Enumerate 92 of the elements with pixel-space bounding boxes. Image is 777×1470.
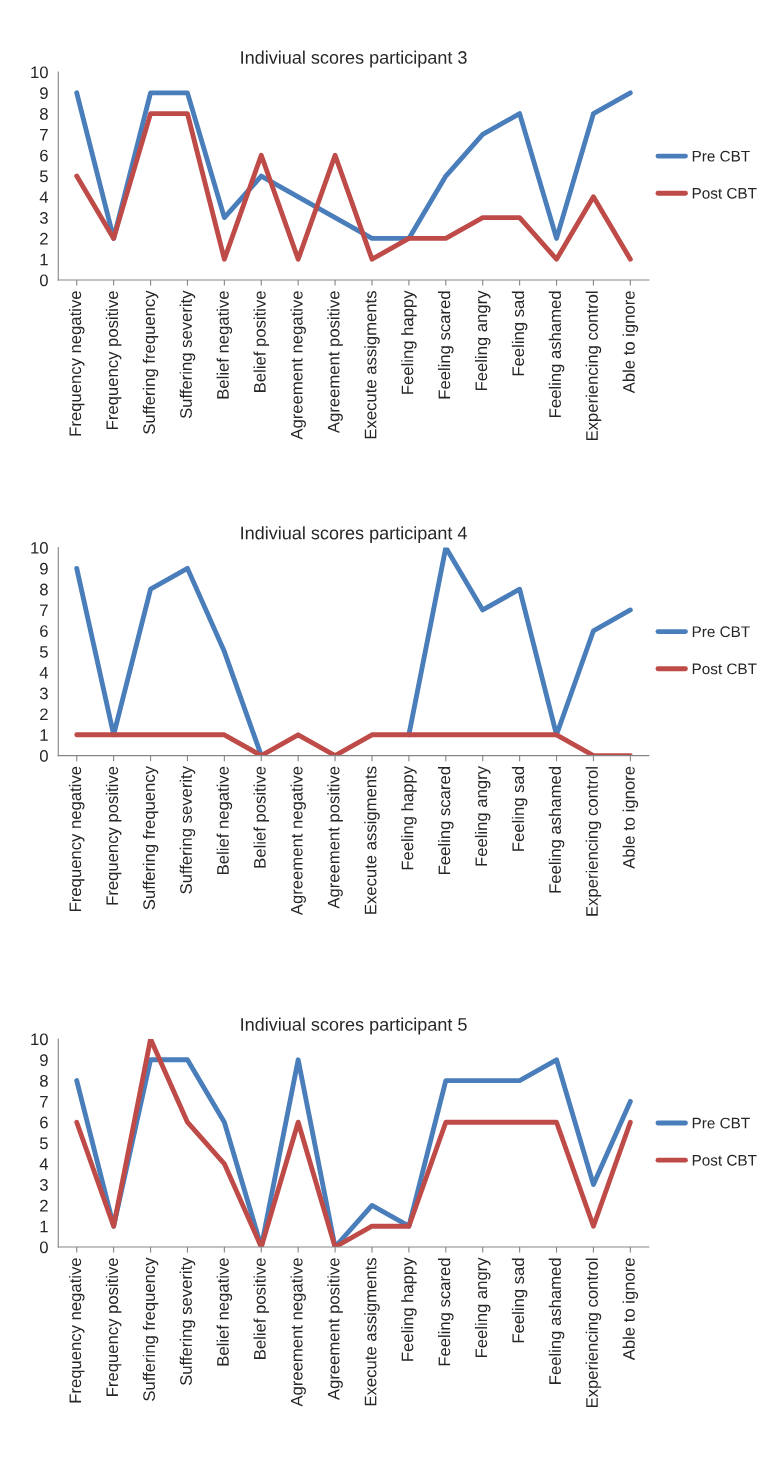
y-tick-label: 8 — [40, 1075, 48, 1087]
x-tick-label: Agreement negative — [290, 766, 306, 916]
x-tick-label: Feeling sad — [511, 1258, 528, 1343]
y-tick-label: 6 — [40, 149, 48, 162]
x-tick-label: Feeling scared — [438, 767, 454, 874]
y-tick-label: 0 — [39, 1241, 48, 1254]
x-tick-label: Frequency positive — [105, 766, 122, 905]
x-tick-label: Agreement positive — [327, 766, 343, 909]
x-tick-label: Feeling ashamed — [548, 291, 565, 417]
x-tick-label: Belief negative — [216, 766, 233, 874]
y-tick-label: 1 — [40, 1220, 48, 1233]
x-tick-label: Agreement negative — [290, 1258, 306, 1407]
x-tick-label: Belief negative — [216, 291, 233, 399]
x-tick-label: Feeling sad — [511, 767, 528, 851]
y-tick-label: 2 — [40, 232, 48, 245]
x-tick-label: Belief negative — [216, 1258, 233, 1366]
x-tick-label: Execute assigments — [364, 291, 380, 439]
y-tick-label: 3 — [39, 1179, 48, 1191]
x-tick-label: Belief positive — [253, 766, 270, 868]
x-tick-label: Feeling ashamed — [548, 767, 565, 893]
y-tick-label: 4 — [39, 191, 49, 203]
x-tick-label: Suffering frequency — [142, 766, 159, 910]
x-tick-label: Belief positive — [253, 1258, 270, 1359]
chart-title: Indiviual scores participant 5 — [241, 1017, 467, 1035]
y-tick-label: 9 — [40, 1054, 48, 1066]
x-tick-label: Frequency negative — [68, 766, 85, 911]
y-tick-label: 7 — [40, 129, 48, 141]
y-tick-label: 5 — [39, 1137, 48, 1150]
legend-label: Pre CBT — [692, 1117, 750, 1129]
x-tick-label: Able to ignore — [622, 766, 639, 869]
y-tick-label: 3 — [39, 212, 48, 224]
y-tick-label: 6 — [40, 1116, 48, 1129]
x-tick-label: Frequency positive — [105, 291, 122, 429]
x-tick-label: Frequency negative — [68, 1258, 85, 1403]
y-tick-label: 5 — [39, 646, 48, 658]
x-tick-label: Agreement negative — [290, 291, 306, 440]
y-tick-label: 6 — [40, 625, 48, 637]
x-tick-label: Feeling angry — [474, 1257, 491, 1358]
y-tick-label: 5 — [39, 170, 48, 183]
y-tick-label: 8 — [40, 108, 48, 120]
x-tick-label: Suffering frequency — [142, 290, 159, 434]
y-tick-label: 2 — [40, 1199, 48, 1212]
chart-title: Indiviual scores participant 3 — [241, 50, 467, 68]
x-tick-label: Suffering severity — [179, 290, 196, 419]
x-tick-label: Agreement positive — [327, 1258, 343, 1401]
x-tick-label: Feeling angry — [474, 766, 491, 866]
y-tick-label: 0 — [39, 274, 48, 287]
x-tick-label: Suffering severity — [179, 1257, 196, 1386]
y-tick-label: 10 — [31, 541, 48, 554]
x-tick-label: Frequency negative — [68, 291, 85, 436]
x-tick-label: Feeling scared — [438, 291, 454, 399]
y-tick-label: 4 — [39, 666, 49, 679]
y-tick-label: 0 — [39, 749, 48, 762]
x-tick-label: Feeling happy — [401, 1257, 417, 1361]
legend-label: Post CBT — [692, 663, 757, 675]
x-tick-label: Able to ignore — [622, 291, 639, 394]
y-tick-label: 3 — [39, 687, 48, 700]
x-tick-label: Experiencing control — [585, 767, 602, 916]
x-tick-label: Execute assigments — [364, 1258, 380, 1406]
y-tick-label: 10 — [31, 1033, 48, 1046]
x-tick-label: Feeling scared — [438, 1258, 454, 1366]
y-tick-label: 7 — [40, 604, 48, 617]
x-tick-label: Feeling ashamed — [548, 1258, 565, 1384]
x-tick-label: Feeling angry — [474, 290, 491, 391]
legend-label: Pre CBT — [692, 626, 750, 638]
x-tick-label: Able to ignore — [622, 1258, 639, 1361]
y-tick-label: 2 — [40, 708, 48, 721]
x-tick-label: Suffering severity — [179, 766, 196, 894]
x-tick-label: Suffering frequency — [142, 1257, 159, 1401]
line-series — [74, 111, 633, 262]
x-tick-label: Feeling happy — [401, 290, 417, 394]
y-tick-label: 9 — [40, 87, 48, 100]
legend-label: Post CBT — [692, 187, 757, 199]
legend-label: Pre CBT — [692, 150, 750, 162]
x-tick-label: Belief positive — [253, 291, 270, 392]
y-tick-label: 9 — [40, 562, 48, 575]
chart-title: Indiviual scores participant 4 — [241, 526, 467, 543]
x-tick-label: Experiencing control — [585, 291, 602, 441]
x-tick-label: Frequency positive — [105, 1258, 122, 1396]
x-tick-label: Feeling happy — [401, 766, 417, 870]
y-tick-label: 7 — [40, 1095, 48, 1108]
x-tick-label: Experiencing control — [585, 1258, 602, 1408]
x-tick-label: Execute assigments — [364, 766, 380, 914]
y-tick-label: 4 — [39, 1158, 49, 1170]
x-tick-label: Feeling sad — [511, 291, 528, 376]
x-tick-label: Agreement positive — [327, 291, 343, 434]
line-series — [74, 90, 633, 241]
legend-label: Post CBT — [692, 1154, 757, 1166]
y-tick-label: 8 — [40, 583, 48, 596]
y-tick-label: 1 — [40, 729, 48, 741]
y-tick-label: 1 — [40, 253, 48, 266]
y-tick-label: 10 — [31, 66, 48, 79]
